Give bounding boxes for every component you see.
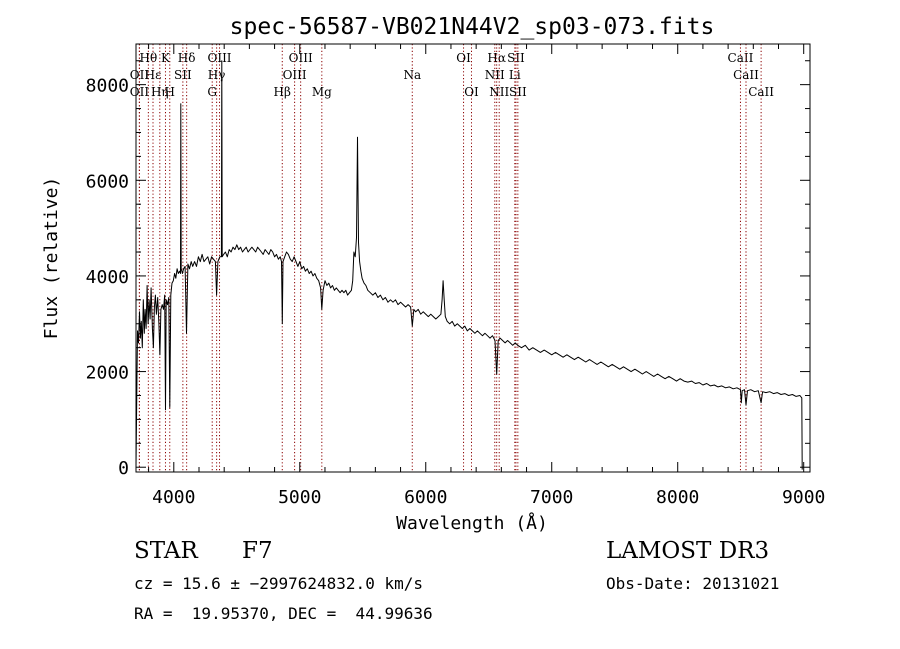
spectrum-line xyxy=(135,60,803,470)
plot-frame xyxy=(135,43,811,473)
y-tick-label: 0 xyxy=(118,458,129,479)
x-tick-label: 4000 xyxy=(152,487,195,508)
line-marker-label: Hβ xyxy=(274,85,291,99)
line-marker-label: Hγ xyxy=(208,68,226,82)
axes: 4000 5000 6000 7000 8000 9000 0 2000 4000 6000 800… xyxy=(86,44,825,508)
line-marker-label: Hε xyxy=(145,68,162,82)
line-marker-label: Hθ xyxy=(139,51,157,65)
y-tick-label: 8000 xyxy=(86,76,129,97)
line-marker-label: OIII xyxy=(289,51,313,65)
chart-title: spec-56587-VB021N44V2_sp03-073.fits xyxy=(230,14,715,40)
line-marker-label: SII xyxy=(507,51,525,65)
redshift-readout: cz = 15.6 ± −2997624832.0 km/s xyxy=(134,574,423,593)
line-marker-label: Mg xyxy=(312,85,332,99)
line-marker-label: SII xyxy=(174,68,192,82)
x-axis-label: Wavelength (Å) xyxy=(396,512,548,534)
line-marker-label: OII xyxy=(130,85,150,99)
spectrum-series xyxy=(135,60,803,470)
line-marker-label: NII xyxy=(489,85,509,99)
survey-name: LAMOST DR3 xyxy=(606,538,770,564)
y-tick-label: 2000 xyxy=(86,363,129,384)
x-tick-label: 9000 xyxy=(782,487,825,508)
line-marker-label: OIII xyxy=(207,51,231,65)
x-tick-label: 8000 xyxy=(656,487,699,508)
object-class: STAR xyxy=(134,538,198,564)
line-marker-label: Li xyxy=(509,68,521,82)
observation-date: Obs-Date: 20131021 xyxy=(606,574,780,593)
line-marker-label: K xyxy=(161,51,171,65)
line-marker-label: H xyxy=(165,85,175,99)
line-marker-label: Hη xyxy=(151,85,169,99)
y-axis-label: Flux (relative) xyxy=(41,177,62,340)
line-marker-label: OI xyxy=(456,51,471,65)
line-marker-label: OIII xyxy=(283,68,307,82)
coordinates-readout: RA = 19.95370, DEC = 44.99636 xyxy=(134,604,433,623)
line-marker-label: Na xyxy=(403,68,421,82)
line-marker-label: Hδ xyxy=(178,51,196,65)
line-marker-label: G xyxy=(207,85,217,99)
y-tick-label: 6000 xyxy=(86,171,129,192)
line-marker-label: CaII xyxy=(728,51,754,65)
y-tick-label: 4000 xyxy=(86,267,129,288)
line-marker-label: Hα xyxy=(487,51,506,65)
x-tick-label: 5000 xyxy=(278,487,321,508)
line-marker-label: CaII xyxy=(733,68,759,82)
line-marker-label: OI xyxy=(464,85,479,99)
x-tick-label: 7000 xyxy=(530,487,573,508)
object-subclass: F7 xyxy=(242,538,273,564)
x-tick-label: 6000 xyxy=(404,487,447,508)
line-marker-label: CaII xyxy=(748,85,774,99)
line-marker-label: NII xyxy=(485,68,505,82)
line-marker-label: SII xyxy=(509,85,527,99)
